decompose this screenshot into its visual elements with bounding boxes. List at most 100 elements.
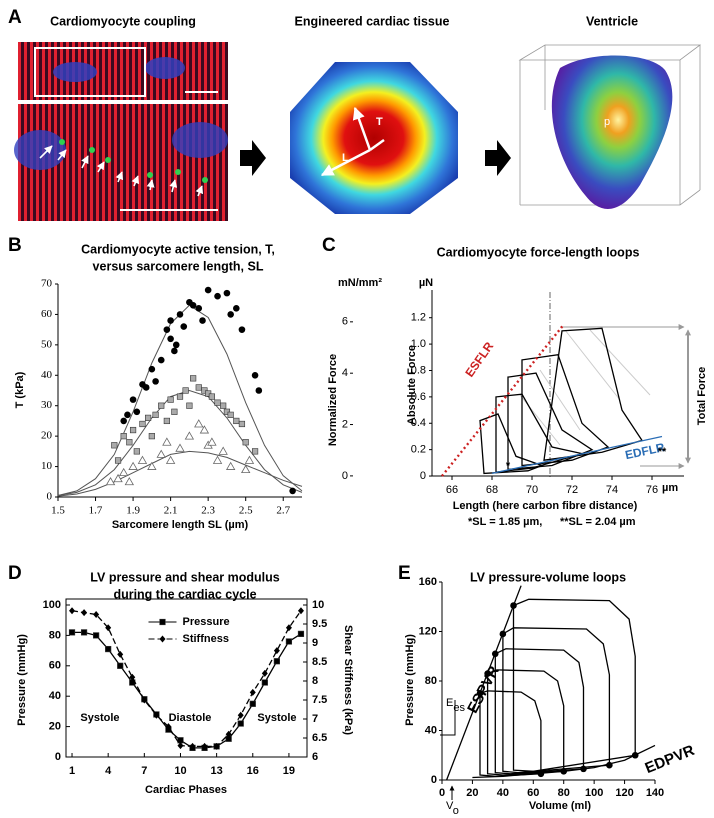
legend-marker — [159, 635, 166, 643]
x-tick-label: 0 — [439, 787, 445, 799]
point — [189, 742, 196, 750]
y-tick-label: 2 — [342, 418, 348, 430]
annotation-main: E — [446, 697, 453, 709]
point — [186, 402, 193, 409]
point — [114, 457, 122, 464]
point — [69, 607, 76, 615]
x-tick-label: 100 — [585, 787, 603, 799]
point — [93, 611, 100, 618]
chart-title: versus sarcomere length, SL — [93, 259, 264, 273]
point — [213, 742, 220, 750]
fit-curve — [57, 304, 303, 496]
point — [214, 292, 221, 300]
x-tick-label: 4 — [105, 765, 112, 777]
annotation-sub: o — [453, 805, 459, 817]
point — [273, 658, 280, 665]
point — [510, 602, 517, 609]
series-line — [479, 690, 542, 777]
fit-curve — [57, 450, 303, 497]
annotation: **SL = 2.04 µm — [560, 516, 636, 528]
x-tick-label: 76 — [646, 484, 658, 496]
micrograph-zoom — [14, 104, 228, 221]
y-tick-label: 0.8 — [411, 364, 426, 376]
point — [476, 690, 484, 697]
point — [237, 720, 244, 727]
point — [171, 347, 178, 355]
x-tick-label: 20 — [466, 787, 478, 799]
y-tick-label: 8.5 — [312, 656, 327, 668]
point — [297, 607, 304, 615]
legend-label: Stiffness — [183, 633, 229, 645]
point — [225, 461, 236, 470]
point — [212, 455, 223, 464]
x-tick-label: 120 — [615, 787, 633, 799]
annotation: ESPVR — [464, 663, 503, 716]
point — [144, 414, 152, 421]
point — [285, 638, 293, 645]
point — [285, 624, 292, 632]
x-tick-label: 16 — [247, 765, 259, 777]
point — [199, 317, 206, 324]
y-tick-label: 40 — [41, 369, 53, 381]
point — [195, 305, 203, 312]
panel-label: C — [322, 235, 336, 256]
series-line — [491, 435, 663, 475]
x-tick-label: 60 — [527, 787, 539, 799]
point — [491, 650, 499, 658]
panel-label: B — [8, 235, 22, 256]
point — [124, 411, 131, 419]
tissue-map: T L — [290, 62, 458, 214]
point — [175, 443, 185, 452]
point — [129, 426, 137, 434]
micrograph-top — [18, 42, 228, 100]
point — [220, 402, 227, 409]
y-tick-label: 20 — [41, 430, 53, 442]
y-tick-label: 6.5 — [312, 732, 327, 744]
point — [167, 335, 174, 343]
annotation-sub: es — [453, 702, 465, 714]
y-tick-label: 100 — [43, 599, 61, 611]
point — [244, 455, 255, 464]
point — [233, 305, 240, 312]
point — [201, 742, 208, 750]
series-line — [502, 627, 611, 774]
point — [167, 396, 174, 403]
point — [261, 669, 268, 677]
x-tick-label: 1.7 — [89, 505, 103, 517]
point — [105, 624, 112, 632]
x-tick-label: 80 — [558, 787, 570, 799]
point — [93, 632, 100, 639]
x-tick-label: 13 — [211, 765, 223, 777]
panel-title: Engineered cardiac tissue — [295, 14, 450, 28]
x-tick-label: 1 — [69, 765, 75, 777]
series-line — [486, 669, 565, 776]
point — [190, 375, 197, 382]
point — [152, 411, 159, 418]
point — [176, 393, 184, 400]
y-axis-label: T (kPa) — [14, 371, 26, 408]
x-tick-label: 19 — [283, 765, 295, 777]
annotation: Systole — [80, 712, 119, 724]
annotation: Vo — [446, 800, 459, 817]
point — [176, 311, 184, 318]
series-line — [441, 323, 565, 477]
y-tick-label: 7.5 — [312, 694, 327, 706]
ventricle-label: p — [604, 116, 610, 128]
y-axis-label: Pressure (mmHg) — [404, 634, 416, 726]
y-tick-label: 0.2 — [411, 444, 426, 456]
annotation: Systole — [257, 712, 296, 724]
x-tick-label: 1.9 — [126, 505, 140, 517]
y-tick-label: 0.4 — [411, 417, 426, 429]
annotation: * — [506, 460, 511, 472]
legend-label: Pressure — [183, 616, 230, 628]
unit: µN — [419, 277, 433, 289]
panel-title: Cardiomyocyte coupling — [50, 14, 196, 28]
point — [204, 286, 212, 294]
legend-marker — [159, 618, 166, 626]
point — [165, 455, 176, 464]
point — [105, 476, 116, 486]
point — [171, 408, 178, 415]
y-tick-label: 1.0 — [411, 338, 426, 350]
